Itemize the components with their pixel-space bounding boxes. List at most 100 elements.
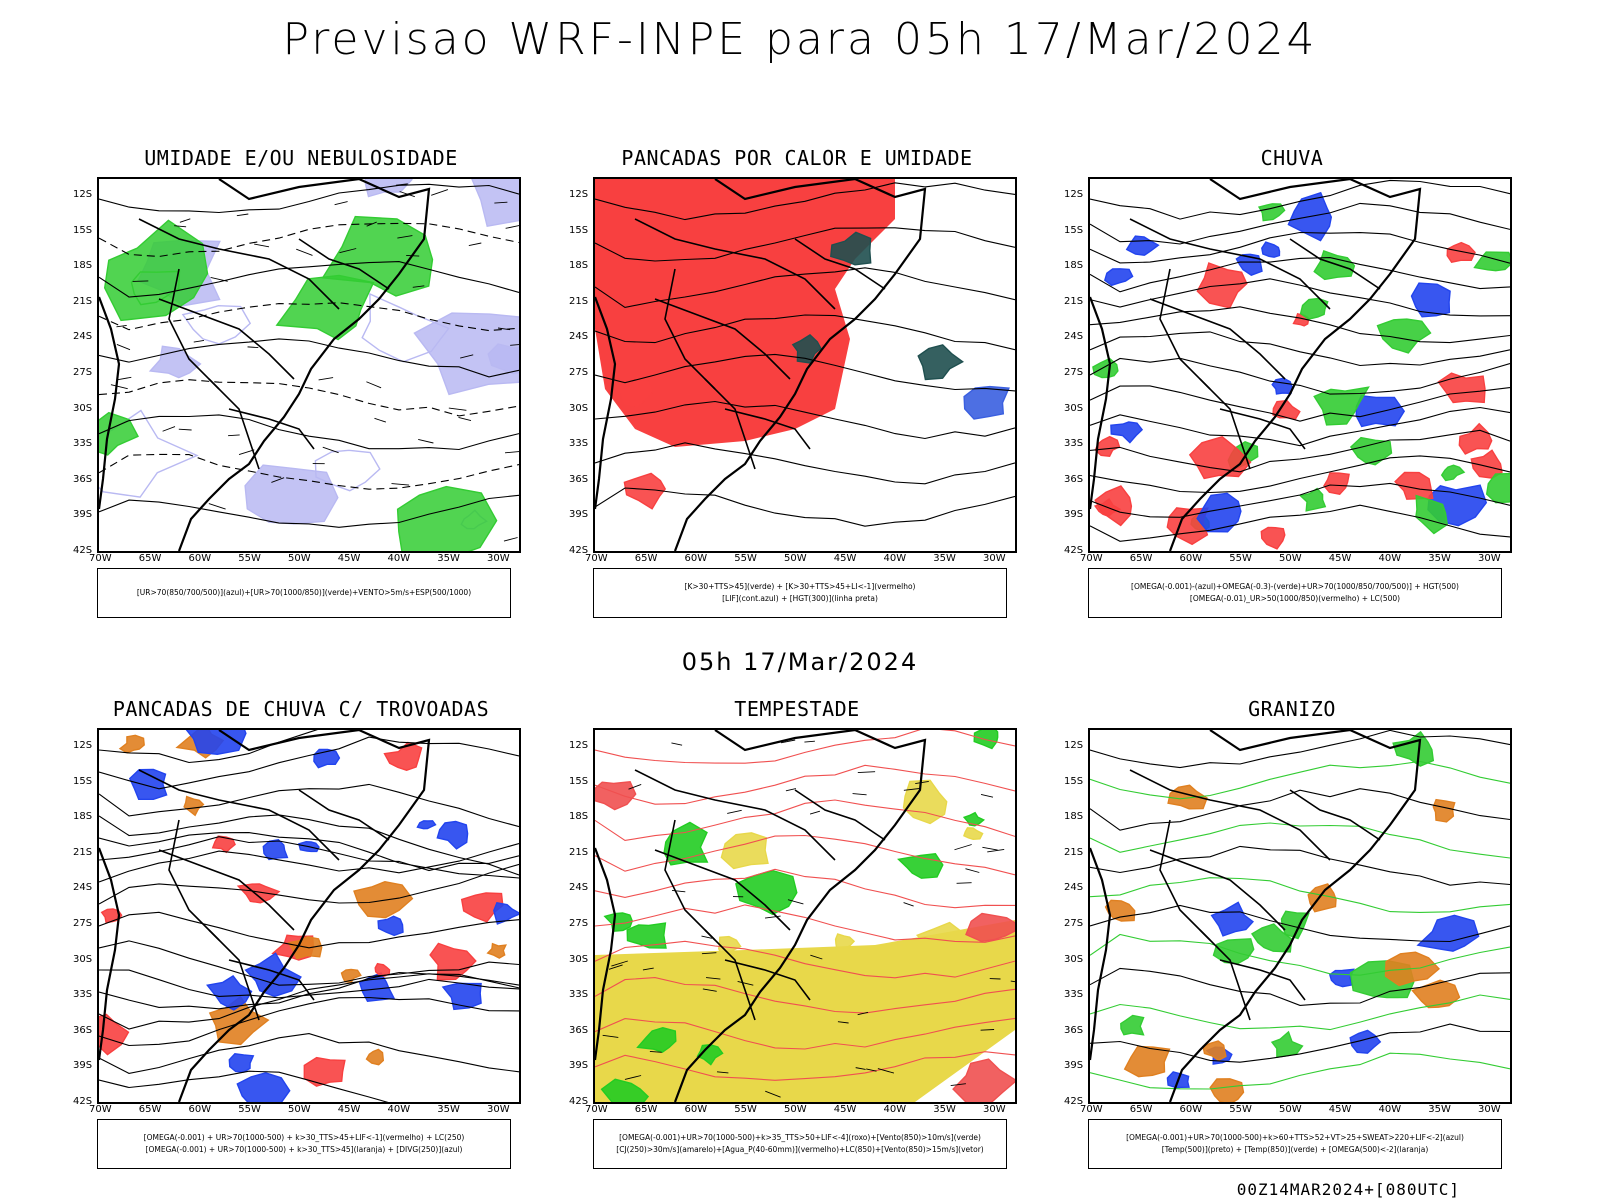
lat-tick-label: 18S — [569, 811, 589, 823]
panel-legend: [OMEGA(-0.001)-(azul)+OMEGA(-0.3)-(verde… — [1088, 568, 1502, 618]
wind-vector — [468, 242, 482, 246]
contour-line — [595, 904, 1015, 943]
wind-vector — [980, 1029, 995, 1031]
contour-line — [595, 227, 1015, 262]
panel-title: TEMPESTADE — [734, 697, 860, 721]
wind-vector — [810, 954, 823, 960]
field-shading — [493, 902, 519, 925]
lon-tick-label: 40W — [387, 1104, 411, 1115]
lon-tick-label: 65W — [634, 553, 658, 564]
map-canvas — [595, 179, 1015, 551]
field-shading — [600, 1078, 650, 1102]
wind-vector — [950, 1083, 966, 1087]
lat-tick-label: 33S — [73, 438, 93, 450]
country-border — [168, 819, 220, 941]
lat-tick-label: 27S — [73, 367, 93, 378]
lon-tick-label: 50W — [288, 553, 311, 564]
panel-title: CHUVA — [1260, 146, 1324, 170]
lat-tick-label: 42S — [569, 1096, 589, 1107]
wind-vector — [672, 889, 686, 893]
contour-line — [1090, 933, 1510, 976]
country-border — [1289, 789, 1381, 841]
country-border — [794, 789, 886, 841]
lat-tick-label: 15S — [1064, 775, 1084, 787]
field-shading — [185, 730, 247, 756]
wind-vector — [780, 739, 796, 744]
wind-vector — [117, 376, 132, 381]
wind-vector — [503, 537, 518, 542]
wind-vector — [1010, 980, 1015, 983]
lat-tick-label: 27S — [569, 367, 589, 378]
wind-vector — [412, 285, 425, 288]
field-shading — [1251, 923, 1293, 953]
country-border — [228, 959, 315, 1001]
lat-tick-label: 39S — [73, 1060, 93, 1072]
contour-line — [99, 842, 519, 883]
field-shading — [287, 936, 323, 960]
wind-vector — [903, 788, 920, 791]
country-border — [208, 929, 260, 1021]
wind-vector — [982, 846, 998, 851]
lat-tick-label: 39S — [1064, 1060, 1084, 1072]
lon-tick-label: 60W — [188, 553, 212, 564]
panel-title: UMIDADE E/OU NEBULOSIDADE — [144, 146, 458, 170]
lon-tick-label: 45W — [1328, 553, 1352, 564]
contour-line — [595, 764, 1015, 805]
map-canvas — [1090, 179, 1510, 551]
lon-tick-label: 50W — [1279, 1104, 1302, 1115]
field-shading — [1110, 421, 1144, 444]
lat-tick-label: 36S — [1064, 1024, 1084, 1036]
field-shading — [1416, 914, 1480, 952]
coastline — [673, 730, 927, 1102]
field-shading — [1271, 377, 1293, 395]
contour-line — [99, 261, 519, 298]
field-shading — [486, 942, 507, 959]
field-shading — [603, 912, 633, 933]
contour-line — [595, 1051, 1015, 1081]
field-shading — [181, 304, 252, 345]
contour-line — [1090, 482, 1510, 518]
lon-tick-label: 30W — [983, 553, 1006, 564]
field-shading — [1313, 249, 1356, 281]
coastline — [1168, 730, 1422, 1102]
contour-line — [595, 799, 1015, 841]
country-border — [138, 769, 340, 861]
wind-vector — [671, 742, 683, 746]
lat-tick-label: 12S — [73, 740, 93, 751]
contour-line — [1090, 1052, 1510, 1090]
field-shading — [1196, 492, 1242, 533]
field-shading — [416, 820, 437, 830]
contour-line — [99, 996, 519, 1047]
lat-tick-label: 18S — [569, 260, 589, 272]
field-shading — [1328, 968, 1355, 988]
contour-line — [99, 379, 519, 417]
field-shading — [353, 880, 414, 919]
contour-line — [99, 1033, 519, 1074]
lat-tick-label: 42S — [569, 545, 589, 556]
lat-tick-label: 24S — [73, 882, 93, 894]
lon-tick-label: 35W — [1428, 553, 1451, 564]
lon-tick-label: 70W — [1080, 1104, 1103, 1115]
instability-area — [595, 179, 895, 447]
legend-line: [OMEGA(-0.001) + UR>70(1000-500) + k>30_… — [145, 1145, 463, 1154]
country-border — [138, 218, 340, 310]
lon-tick-label: 45W — [833, 553, 857, 564]
field-shading — [236, 1072, 291, 1102]
field-shading — [1440, 464, 1466, 482]
lat-tick-label: 30S — [73, 402, 93, 414]
field-shading — [696, 1043, 724, 1066]
field-shading — [902, 779, 948, 825]
field-shading — [1123, 1045, 1171, 1078]
field-shading — [1415, 494, 1448, 535]
field-shading — [1376, 318, 1432, 354]
lon-tick-label: 35W — [437, 553, 460, 564]
lon-tick-label: 35W — [437, 1104, 460, 1115]
field-shading — [735, 869, 798, 916]
field-shading — [830, 231, 872, 266]
lon-tick-label: 50W — [784, 553, 807, 564]
field-shading — [1323, 472, 1350, 495]
wind-vector — [296, 248, 313, 256]
contour-line — [1090, 357, 1510, 395]
wind-vector — [208, 503, 226, 510]
lon-tick-label: 30W — [1478, 1104, 1501, 1115]
